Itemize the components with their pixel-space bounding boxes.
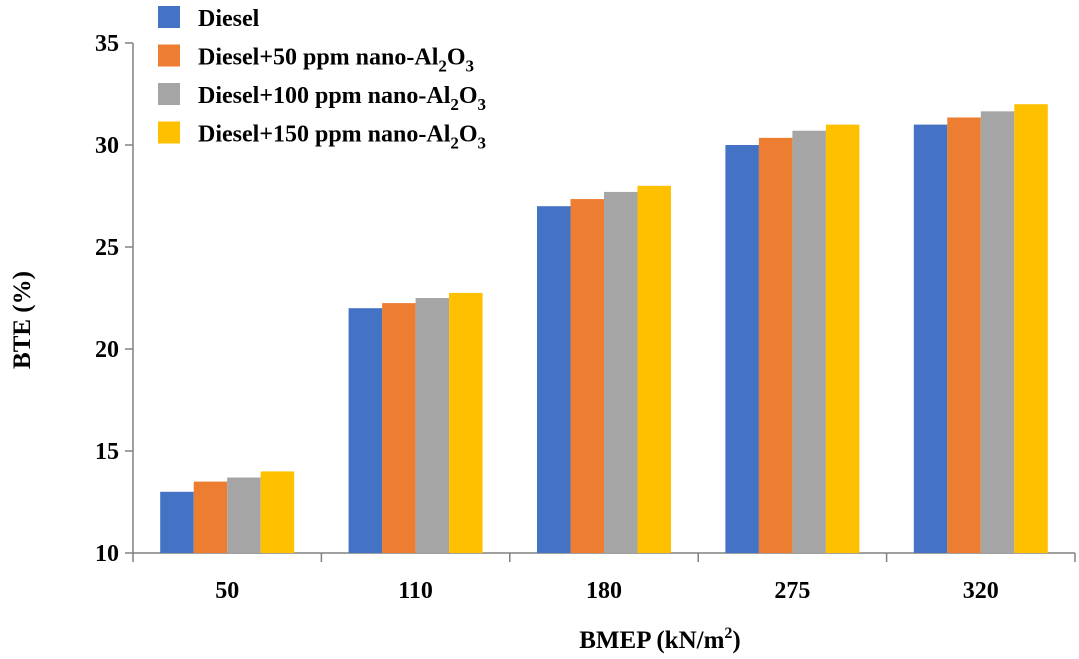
y-tick-label: 15 bbox=[95, 439, 119, 465]
bar-series-1-180 bbox=[537, 206, 571, 553]
bar-series-2-180 bbox=[570, 199, 604, 553]
bar-series-2-110 bbox=[382, 303, 416, 553]
legend-label: Diesel+50 ppm nano-Al2O3 bbox=[198, 45, 474, 76]
legend-item: Diesel+100 ppm nano-Al2O3 bbox=[158, 83, 486, 114]
y-tick-label: 25 bbox=[95, 235, 119, 261]
bar-series-4-50 bbox=[260, 471, 295, 553]
legend-swatch bbox=[158, 6, 180, 28]
legend-swatch bbox=[158, 44, 180, 67]
bar-series-1-50 bbox=[160, 491, 194, 553]
x-tick-label: 50 bbox=[215, 578, 239, 604]
x-axis-title: BMEP (kN/m2) bbox=[579, 625, 740, 654]
y-axis-title: BTE (%) bbox=[9, 271, 36, 369]
x-axis: 50 110 180 275 320 bbox=[132, 552, 1076, 604]
legend-item: Diesel+150 ppm nano-Al2O3 bbox=[158, 121, 486, 153]
bar-series-3-180 bbox=[604, 191, 638, 554]
bar-series-2-320 bbox=[947, 117, 981, 554]
x-tick-label: 110 bbox=[398, 578, 433, 604]
bar-series-3-320 bbox=[980, 111, 1015, 553]
legend-item: Diesel+50 ppm nano-Al2O3 bbox=[158, 44, 474, 76]
bar-series-1-110 bbox=[348, 308, 383, 553]
legend-item: Diesel bbox=[158, 6, 260, 32]
bar-series-3-110 bbox=[415, 298, 450, 553]
bar-series-3-50 bbox=[227, 477, 261, 553]
bar-series-4-320 bbox=[1014, 104, 1048, 553]
y-tick-label: 30 bbox=[95, 133, 119, 159]
legend: Diesel Diesel+50 ppm nano-Al2O3 Diesel+100… bbox=[158, 6, 486, 153]
bar-series-2-275 bbox=[758, 137, 793, 554]
y-axis: 10 15 20 25 30 35 bbox=[95, 31, 134, 567]
bars bbox=[160, 104, 1048, 554]
x-tick-label: 320 bbox=[963, 578, 999, 604]
legend-label: Diesel+100 ppm nano-Al2O3 bbox=[198, 83, 486, 114]
y-tick-label: 20 bbox=[95, 337, 119, 363]
legend-label: Diesel bbox=[198, 6, 260, 32]
bar-series-4-180 bbox=[637, 185, 671, 554]
x-tick-label: 180 bbox=[586, 578, 622, 604]
y-tick-label: 35 bbox=[95, 31, 119, 57]
bar-series-4-275 bbox=[825, 124, 860, 553]
legend-swatch bbox=[158, 121, 180, 144]
bar-series-1-320 bbox=[913, 124, 948, 553]
y-tick-label: 10 bbox=[95, 541, 119, 567]
bar-series-2-50 bbox=[193, 481, 228, 553]
bar-series-4-110 bbox=[449, 292, 483, 553]
bar-series-3-275 bbox=[792, 130, 826, 553]
bar-series-1-275 bbox=[725, 145, 759, 553]
x-tick-label: 275 bbox=[774, 578, 810, 604]
legend-swatch bbox=[158, 83, 180, 105]
legend-label: Diesel+150 ppm nano-Al2O3 bbox=[198, 122, 486, 153]
